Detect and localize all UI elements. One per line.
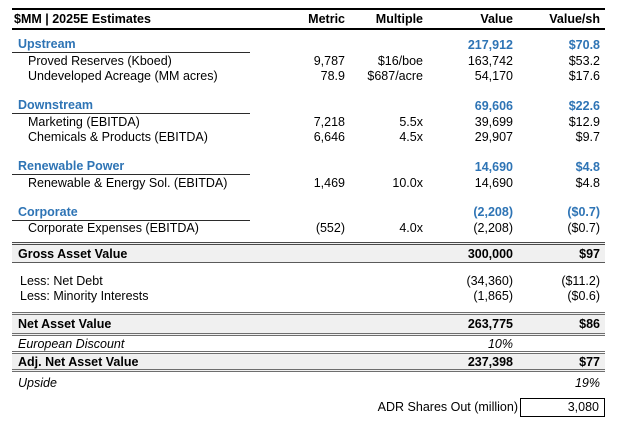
sotp-table: $MM | 2025E Estimates Metric Multiple Va… [12, 8, 605, 417]
row-metric: 9,787 [313, 53, 345, 68]
section-value-sh: $22.6 [568, 98, 600, 113]
adr-shares-row: ADR Shares Out (million) 3,080 [12, 397, 605, 417]
row-value-sh: $53.2 [568, 53, 600, 68]
header-metric: Metric [308, 12, 345, 26]
row-value-sh: ($11.2) [561, 273, 600, 288]
total-value: 237,398 [467, 354, 513, 369]
row-label: Less: Minority Interests [20, 289, 149, 304]
row-value: 54,170 [474, 69, 513, 84]
total-value-sh: $86 [579, 317, 600, 331]
upside-percent: 19% [574, 375, 600, 390]
table-row: Undeveloped Acreage (MM acres) 78.9 $687… [12, 69, 605, 85]
total-label: Adj. Net Asset Value [18, 354, 139, 369]
row-multiple: 4.5x [399, 130, 423, 145]
adj-net-asset-value-row: Adj. Net Asset Value 237,398 $77 [12, 354, 605, 372]
row-metric: 1,469 [313, 175, 345, 190]
row-multiple: 4.0x [399, 221, 423, 236]
section-header-upstream: Upstream 217,912 $70.8 [12, 36, 605, 53]
total-value: 263,775 [467, 317, 513, 331]
gross-asset-value-row: Gross Asset Value 300,000 $97 [12, 242, 605, 263]
row-metric: 7,218 [313, 114, 345, 129]
row-value: (34,360) [466, 273, 513, 288]
row-label: Marketing (EBITDA) [28, 114, 140, 129]
table-row: Corporate Expenses (EBITDA) (552) 4.0x (… [12, 221, 605, 237]
section-header-corporate: Corporate (2,208) ($0.7) [12, 204, 605, 221]
row-value-sh: $9.7 [575, 130, 600, 145]
section-name: Renewable Power [12, 158, 250, 175]
section-value: (2,208) [473, 205, 513, 219]
adr-shares-label: ADR Shares Out (million) [377, 400, 518, 414]
row-value-sh: $4.8 [575, 175, 600, 190]
section-value-sh: $4.8 [575, 159, 600, 174]
row-value-sh: $12.9 [568, 114, 600, 129]
header-multiple: Multiple [375, 12, 423, 26]
row-value: 14,690 [474, 175, 513, 190]
row-label: Corporate Expenses (EBITDA) [28, 221, 199, 236]
section-header-downstream: Downstream 69,606 $22.6 [12, 97, 605, 114]
table-header-row: $MM | 2025E Estimates Metric Multiple Va… [12, 8, 605, 30]
row-value-sh: ($0.7) [567, 221, 600, 236]
total-label: Gross Asset Value [18, 246, 128, 261]
total-value: 300,000 [467, 246, 513, 261]
row-label: Undeveloped Acreage (MM acres) [28, 69, 218, 84]
less-net-debt-row: Less: Net Debt (34,360) ($11.2) [12, 273, 605, 289]
section-value: 217,912 [467, 37, 513, 52]
net-asset-value-row: Net Asset Value 263,775 $86 [12, 312, 605, 336]
row-multiple: 5.5x [399, 114, 423, 129]
section-value-sh: ($0.7) [567, 205, 600, 219]
row-label: Less: Net Debt [20, 273, 103, 288]
table-row: Renewable & Energy Sol. (EBITDA) 1,469 1… [12, 175, 605, 191]
total-label: Net Asset Value [18, 317, 112, 331]
row-metric: 6,646 [313, 130, 345, 145]
section-header-renewable-power: Renewable Power 14,690 $4.8 [12, 158, 605, 175]
row-multiple: 10.0x [392, 175, 423, 190]
row-value: (1,865) [473, 289, 513, 304]
upside-row: Upside 19% [12, 375, 605, 391]
section-name: Upstream [12, 36, 250, 53]
row-metric: (552) [315, 221, 345, 236]
section-value: 14,690 [474, 159, 513, 174]
row-value-sh: $17.6 [568, 69, 600, 84]
row-label: Proved Reserves (Kboed) [28, 53, 172, 68]
row-label: Renewable & Energy Sol. (EBITDA) [28, 175, 228, 190]
row-label: Upside [18, 375, 57, 390]
european-discount-row: European Discount 10% [12, 336, 605, 354]
row-multiple: $16/boe [377, 53, 423, 68]
row-value: 29,907 [474, 130, 513, 145]
section-name: Downstream [12, 97, 250, 114]
section-value-sh: $70.8 [568, 37, 600, 52]
discount-percent: 10% [487, 336, 513, 351]
table-row: Marketing (EBITDA) 7,218 5.5x 39,699 $12… [12, 114, 605, 130]
total-value-sh: $97 [579, 246, 600, 261]
row-value: 163,742 [467, 53, 513, 68]
row-value-sh: ($0.6) [567, 289, 600, 304]
row-multiple: $687/acre [367, 69, 423, 84]
section-value: 69,606 [474, 98, 513, 113]
section-name: Corporate [12, 204, 250, 221]
total-value-sh: $77 [579, 354, 600, 369]
row-value: 39,699 [474, 114, 513, 129]
row-label: Chemicals & Products (EBITDA) [28, 130, 208, 145]
header-estimates: $MM | 2025E Estimates [14, 12, 151, 26]
row-label: European Discount [18, 336, 125, 351]
header-value-sh: Value/sh [549, 12, 600, 26]
row-value: (2,208) [473, 221, 513, 236]
header-value: Value [480, 12, 513, 26]
row-metric: 78.9 [320, 69, 345, 84]
adr-shares-input-cell[interactable]: 3,080 [520, 397, 605, 417]
table-row: Proved Reserves (Kboed) 9,787 $16/boe 16… [12, 53, 605, 69]
less-minority-interests-row: Less: Minority Interests (1,865) ($0.6) [12, 289, 605, 305]
table-row: Chemicals & Products (EBITDA) 6,646 4.5x… [12, 130, 605, 146]
